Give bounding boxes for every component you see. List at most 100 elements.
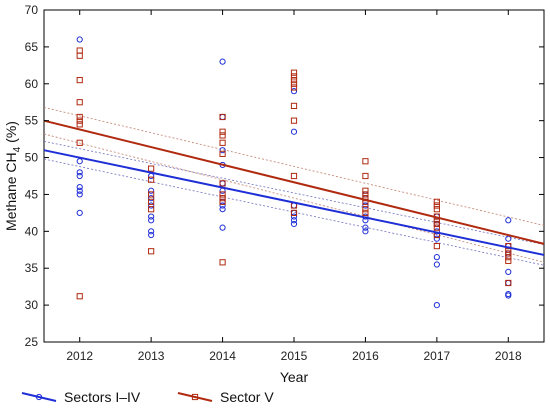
data-point-sectors-i-iv — [433, 235, 440, 242]
data-point-sector-v — [219, 198, 226, 205]
data-point-sector-v — [290, 102, 298, 110]
data-point-sector-v — [219, 150, 226, 157]
data-point-sector-v — [219, 139, 226, 146]
data-point-sectors-i-iv — [76, 172, 83, 180]
data-point-sector-v — [76, 47, 83, 54]
y-tick-label: 65 — [25, 40, 39, 54]
data-point-sector-v — [505, 257, 512, 264]
data-point-sector-v — [362, 191, 369, 198]
data-point-sectors-i-iv — [76, 209, 83, 216]
legend-marker-circle — [35, 393, 43, 401]
data-point-sector-v — [433, 206, 440, 213]
data-point-sectors-i-iv — [505, 217, 512, 224]
data-point-sector-v — [148, 165, 155, 172]
data-point-sector-v — [290, 73, 298, 80]
y-tick-label: 55 — [25, 114, 39, 128]
data-point-sector-v — [76, 117, 83, 124]
y-tick-label: 40 — [25, 224, 39, 238]
data-point-sector-v — [219, 195, 226, 202]
y-tick-label: 45 — [25, 187, 39, 201]
legend-marker-square — [191, 393, 199, 401]
data-point-sector-v — [433, 202, 440, 209]
confidence-band-upper — [43, 106, 545, 226]
x-tick-label: 2012 — [66, 349, 93, 363]
data-point-sector-v — [76, 76, 83, 84]
confidence-band-lower — [43, 158, 545, 266]
data-point-sector-v — [433, 224, 440, 231]
data-point-sectors-i-iv — [76, 191, 83, 198]
data-point-sectors-i-iv — [433, 261, 440, 268]
data-point-sector-v — [290, 172, 298, 180]
data-point-sector-v — [148, 198, 155, 205]
legend-label: Sectors I–IV — [64, 389, 141, 405]
data-point-sectors-i-iv — [290, 217, 298, 224]
y-tick-label: 35 — [25, 261, 39, 275]
data-point-sector-v — [290, 209, 298, 216]
x-tick-label: 2018 — [495, 349, 522, 363]
data-point-sectors-i-iv — [148, 187, 155, 194]
data-point-sector-v — [290, 80, 298, 87]
y-tick-label: 30 — [25, 298, 39, 312]
data-point-sector-v — [290, 69, 298, 76]
data-point-sector-v — [433, 198, 440, 205]
data-point-sector-v — [76, 293, 83, 300]
data-points — [76, 36, 512, 309]
x-tick-label: 2015 — [281, 349, 308, 363]
plot-frame — [43, 9, 545, 343]
data-point-sector-v — [219, 180, 226, 187]
data-point-sectors-i-iv — [505, 292, 512, 299]
data-point-sectors-i-iv — [148, 228, 155, 235]
data-point-sector-v — [290, 84, 298, 91]
data-point-sectors-i-iv — [148, 213, 155, 220]
data-point-sector-v — [148, 176, 155, 183]
data-point-sectors-i-iv — [362, 228, 369, 235]
data-point-sectors-i-iv — [219, 202, 226, 209]
data-point-sector-v — [362, 172, 369, 180]
y-axis-ticks: 25 30 35 40 45 50 55 60 65 70 — [25, 3, 544, 349]
data-point-sectors-i-iv — [362, 191, 369, 198]
data-point-sectors-i-iv — [76, 183, 83, 191]
data-point-sectors-i-iv — [148, 202, 155, 209]
data-point-sectors-i-iv — [290, 220, 298, 228]
data-point-sector-v — [362, 187, 369, 194]
confidence-band-lower — [43, 133, 545, 263]
data-point-sectors-i-iv — [219, 113, 226, 121]
data-point-sector-v — [76, 113, 83, 121]
data-point-sector-v — [76, 99, 83, 106]
data-point-sector-v — [505, 279, 512, 287]
data-point-sector-v — [505, 250, 512, 257]
data-point-sectors-i-iv — [433, 254, 440, 261]
data-point-sectors-i-iv — [362, 202, 369, 209]
data-point-sectors-i-iv — [290, 88, 298, 95]
x-tick-label: 2013 — [138, 349, 165, 363]
data-point-sector-v — [219, 191, 226, 198]
data-point-sectors-i-iv — [76, 158, 83, 165]
y-axis-label-main: Methane CH — [3, 152, 19, 231]
fit-lines — [43, 119, 545, 256]
data-point-sectors-i-iv — [76, 36, 83, 43]
data-point-sectors-i-iv — [76, 187, 83, 194]
data-point-sectors-i-iv — [219, 180, 226, 187]
data-point-sectors-i-iv — [219, 58, 226, 65]
data-point-sector-v — [290, 117, 298, 124]
data-point-sectors-i-iv — [219, 206, 226, 213]
fit-line-sector-v — [43, 119, 545, 245]
y-tick-label: 25 — [25, 335, 39, 349]
data-point-sectors-i-iv — [290, 128, 298, 135]
data-point-sectors-i-iv — [505, 279, 512, 287]
data-point-sector-v — [362, 158, 369, 165]
data-point-sector-v — [76, 52, 83, 59]
y-tick-label: 70 — [25, 3, 39, 17]
data-point-sectors-i-iv — [219, 224, 226, 231]
data-point-sectors-i-iv — [219, 147, 226, 154]
x-tick-label: 2014 — [209, 349, 236, 363]
data-point-sector-v — [362, 206, 369, 213]
confidence-band-upper — [43, 140, 545, 246]
data-point-sector-v — [433, 242, 440, 250]
data-point-sectors-i-iv — [76, 169, 83, 176]
legend: Sectors I–IV Sector V — [21, 389, 274, 405]
data-point-sector-v — [148, 206, 155, 213]
data-point-sector-v — [219, 128, 226, 135]
